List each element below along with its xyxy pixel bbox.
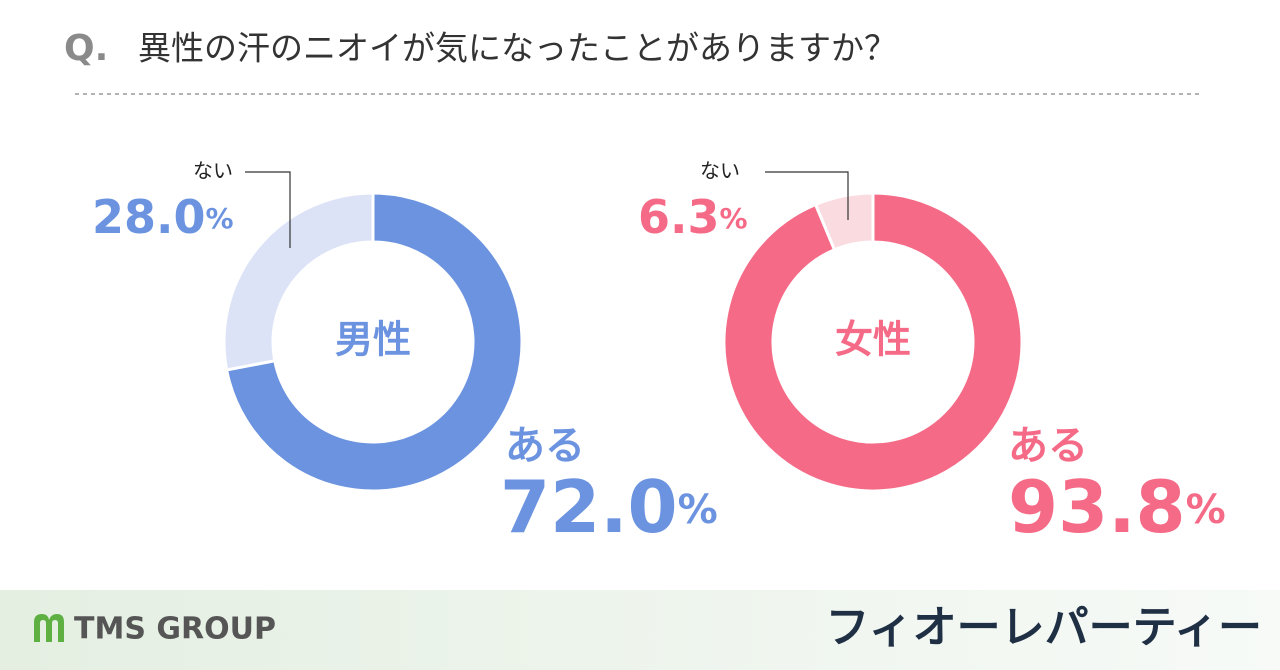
center-label: 男性: [335, 318, 411, 362]
question-prefix: Q.: [64, 28, 108, 69]
leader-line: [245, 171, 291, 248]
logo-icon: [34, 614, 64, 642]
leader-line: [765, 171, 849, 220]
value-label: 93.8%: [1008, 465, 1226, 549]
brand: フィオーレパーティー: [826, 602, 1262, 653]
category-label: ある: [505, 423, 585, 469]
donut-slice: [224, 191, 524, 493]
value-label: 6.3%: [638, 190, 748, 244]
value-label: 72.0%: [500, 465, 718, 549]
donut-slice: [722, 191, 1024, 493]
category-label: ない: [700, 159, 740, 183]
footer-band: [0, 590, 1280, 670]
donut-slice: [813, 191, 875, 252]
category-label: ない: [193, 159, 233, 183]
logo-text: TMS GROUP: [74, 612, 276, 647]
center-label: 女性: [835, 318, 911, 362]
question-title: 異性の汗のニオイが気になったことがありますか？: [138, 29, 897, 68]
value-label: 28.0%: [92, 190, 234, 244]
category-label: ある: [1008, 423, 1088, 469]
donut-slice: [222, 191, 375, 372]
